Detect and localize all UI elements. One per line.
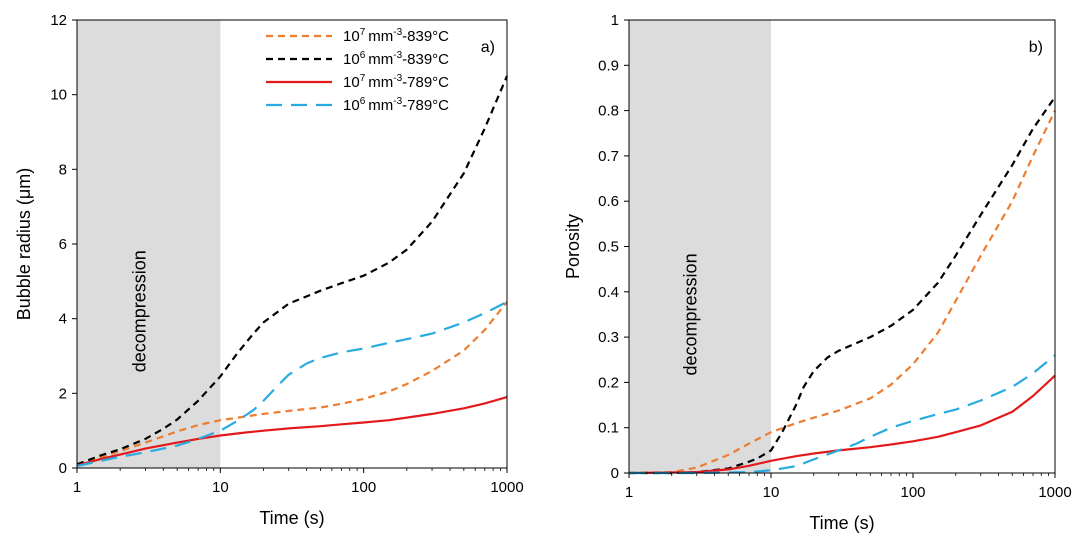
y-tick-label: 10 (50, 87, 67, 104)
decompression-label: decompression (129, 250, 149, 372)
legend-label-part: -3 (393, 73, 402, 84)
legend-label-part: mm (368, 51, 393, 68)
series-line-0 (628, 110, 1056, 475)
legend-label-part: -3 (393, 50, 402, 61)
y-tick-label: 4 (59, 311, 67, 328)
legend-label-part: 6 (360, 50, 366, 61)
y-tick-label: 8 (59, 161, 67, 178)
y-tick-label: 0.3 (598, 329, 619, 346)
legend-label-part: 10 (343, 74, 360, 91)
legend-label-0: 107 mm-3-839°C (343, 27, 449, 45)
x-tick-label: 1 (625, 484, 633, 501)
y-tick-label: 1 (611, 12, 619, 29)
legend-label-part: -789°C (402, 97, 449, 114)
x-tick-label: 1000 (1038, 484, 1071, 501)
y-tick-label: 0.5 (598, 239, 619, 256)
legend-label-part: -839°C (402, 28, 449, 45)
series-line-2 (628, 374, 1056, 475)
legend-label-3: 106 mm-3-789°C (343, 96, 449, 114)
legend-label-part: 10 (343, 51, 360, 68)
y-tick-label: 6 (59, 236, 67, 253)
legend-label-2: 107 mm-3-789°C (343, 73, 449, 91)
y-tick-label: 0.2 (598, 374, 619, 391)
series-line-0 (76, 301, 508, 467)
y-tick-label: 0.7 (598, 148, 619, 165)
legend-label-part: 10 (343, 97, 360, 114)
legend-label-part: mm (368, 74, 393, 91)
series-line-2 (76, 396, 508, 467)
x-axis-title: Time (s) (809, 513, 874, 533)
panel-label: b) (1029, 39, 1043, 56)
series-line-1 (76, 75, 509, 466)
x-tick-label: 10 (212, 479, 229, 496)
x-tick-label: 10 (763, 484, 780, 501)
y-tick-label: 12 (50, 12, 67, 29)
legend-label-part: mm (368, 97, 393, 114)
y-tick-label: 0.6 (598, 193, 619, 210)
series-line-3 (629, 354, 1056, 475)
series-line-3 (76, 300, 508, 468)
decompression-label: decompression (681, 253, 701, 375)
legend-label-part: mm (368, 28, 393, 45)
y-tick-label: 0 (59, 460, 67, 477)
legend-label-part: -3 (393, 27, 402, 38)
legend-label-part: -789°C (402, 74, 449, 91)
y-tick-label: 0.8 (598, 103, 619, 120)
y-tick-label: 2 (59, 385, 67, 402)
x-tick-label: 1000 (490, 479, 523, 496)
legend-label-part: 7 (360, 27, 366, 38)
legend-label-part: -3 (393, 96, 402, 107)
panel-label: a) (481, 39, 495, 56)
y-axis-title: Porosity (563, 214, 583, 279)
panel-a: decompression 1 10 100 1000 0 2 4 6 8 10 12 Time (s)… (14, 12, 524, 528)
x-tick-label: 100 (351, 479, 376, 496)
decompression-region (629, 20, 771, 473)
legend-label-part: -839°C (402, 51, 449, 68)
x-tick-label: 100 (900, 484, 925, 501)
legend-label-part: 10 (343, 28, 360, 45)
x-tick-label: 1 (73, 479, 81, 496)
y-axis-title: Bubble radius (μm) (14, 168, 34, 320)
panel-b: decompression 1 10 100 1000 0 0.1 0.2 0.3 0.4 0.5 0… (563, 12, 1072, 533)
y-tick-label: 0.9 (598, 57, 619, 74)
y-tick-label: 0.1 (598, 420, 619, 437)
x-axis-title: Time (s) (259, 508, 324, 528)
decompression-region (77, 20, 221, 468)
legend-label-part: 6 (360, 96, 366, 107)
legend-label-part: 7 (360, 73, 366, 84)
y-tick-label: 0 (611, 465, 619, 482)
y-tick-label: 0.4 (598, 284, 619, 301)
series-line-1 (629, 96, 1056, 475)
legend-label-1: 106 mm-3-839°C (343, 50, 449, 68)
